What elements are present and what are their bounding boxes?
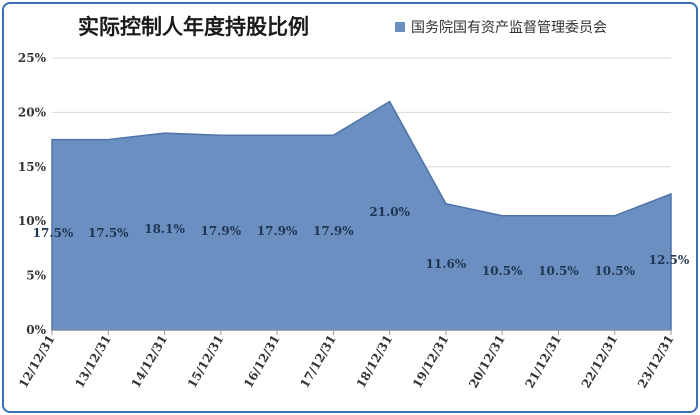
x-tick-label: 22/12/31: [579, 333, 621, 391]
data-label: 21.0%: [369, 205, 410, 219]
y-tick-label: 20%: [18, 105, 47, 119]
data-label: 12.5%: [649, 253, 690, 267]
data-label: 10.5%: [538, 264, 579, 278]
data-label: 17.5%: [88, 226, 129, 240]
y-tick-label: 15%: [18, 160, 47, 174]
data-label: 11.6%: [426, 257, 467, 271]
x-tick-label: 15/12/31: [185, 333, 227, 391]
x-tick-label: 16/12/31: [241, 333, 283, 391]
data-label: 18.1%: [144, 222, 185, 236]
legend-label: 国务院国有资产监督管理委员会: [411, 20, 607, 36]
data-labels: 17.5% 17.5% 18.1% 17.9% 17.9% 17.9% 21.0% 11.6%…: [33, 205, 690, 278]
legend-swatch: [395, 22, 405, 32]
chart-title: 实际控制人年度持股比例: [78, 14, 309, 39]
area-layer: [51, 100, 672, 331]
data-label: 10.5%: [594, 264, 635, 278]
x-tick-label: 21/12/31: [522, 333, 564, 391]
x-tick-label: 17/12/31: [297, 333, 339, 391]
series-area: [51, 100, 672, 331]
y-tick-label: 5%: [26, 269, 46, 283]
x-tick-label: 13/12/31: [72, 333, 114, 391]
x-tick-label: 19/12/31: [410, 333, 452, 391]
y-tick-label: 10%: [18, 214, 47, 228]
data-label: 17.9%: [313, 224, 354, 238]
y-tick-label: 0%: [26, 323, 46, 337]
y-tick-label: 25%: [18, 51, 47, 65]
x-axis-ticks: 12/12/31 13/12/31 14/12/31 15/12/31 16/12/31…: [16, 330, 677, 390]
data-label: 10.5%: [482, 264, 523, 278]
x-tick-label: 18/12/31: [354, 333, 396, 391]
data-label: 17.5%: [33, 226, 74, 240]
x-tick-label: 20/12/31: [466, 333, 508, 391]
x-tick-label: 12/12/31: [16, 333, 58, 391]
y-axis-ticks: 0% 5% 10% 15% 20% 25%: [18, 51, 47, 337]
data-label: 17.9%: [200, 224, 241, 238]
x-tick-label: 14/12/31: [129, 333, 171, 391]
x-tick-label: 23/12/31: [635, 333, 677, 391]
data-label: 17.9%: [257, 224, 298, 238]
